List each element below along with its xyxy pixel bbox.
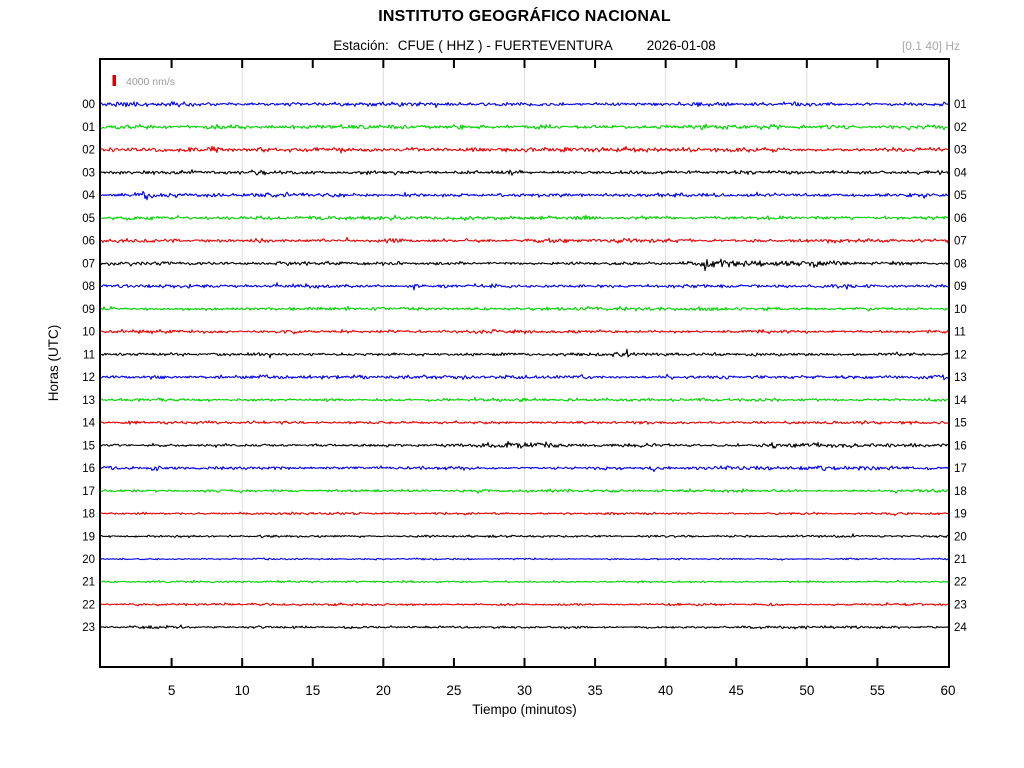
seismic-trace-11	[100, 348, 949, 359]
hour-label-right: 13	[954, 372, 967, 384]
seismic-trace-19	[100, 533, 949, 539]
seismic-trace-23	[100, 624, 949, 630]
hour-label-right: 16	[954, 440, 967, 452]
hour-label-left: 12	[82, 372, 95, 384]
hour-label-left: 21	[82, 577, 95, 589]
seismic-trace-20	[100, 557, 949, 561]
hour-label-left: 14	[82, 418, 95, 430]
seismic-trace-00	[100, 101, 949, 108]
hour-label-right: 18	[954, 486, 967, 498]
seismic-trace-07	[100, 258, 949, 272]
x-tick-label: 5	[168, 683, 176, 698]
x-tick-label: 20	[376, 683, 391, 698]
seismic-trace-15	[100, 440, 949, 449]
seismic-trace-21	[100, 579, 949, 584]
seismic-trace-02	[100, 145, 949, 154]
page-title: INSTITUTO GEOGRÁFICO NACIONAL	[378, 8, 671, 25]
x-tick-label: 45	[729, 683, 744, 698]
station-line: Estación: CFUE ( HHZ ) - FUERTEVENTURA 2…	[101, 38, 948, 53]
hour-label-right: 17	[954, 463, 967, 475]
hour-label-right: 23	[954, 599, 967, 611]
hour-label-left: 04	[82, 190, 95, 202]
record-date: 2026-01-08	[646, 38, 716, 53]
hour-label-left: 22	[82, 599, 95, 611]
seismic-trace-06	[100, 236, 949, 244]
hour-label-left: 06	[82, 236, 95, 248]
hour-label-left: 15	[82, 440, 95, 452]
hour-label-left: 13	[82, 395, 95, 407]
hour-label-left: 01	[82, 122, 95, 134]
x-tick-label: 60	[940, 683, 955, 698]
hour-label-left: 03	[82, 167, 95, 179]
hour-label-left: 20	[82, 554, 95, 566]
seismic-trace-16	[100, 465, 949, 473]
x-tick-label: 40	[658, 683, 673, 698]
scale-bar-label: 4000 nm/s	[126, 76, 175, 88]
hour-label-left: 16	[82, 463, 95, 475]
seismic-trace-08	[100, 282, 949, 291]
x-tick-label: 25	[446, 683, 461, 698]
seismic-trace-17	[100, 488, 949, 494]
hour-label-right: 20	[954, 531, 967, 543]
seismic-trace-13	[100, 396, 949, 403]
seismic-trace-10	[100, 328, 949, 335]
x-tick-label: 30	[517, 683, 532, 698]
x-axis-label: Tiempo (minutos)	[472, 702, 577, 717]
filter-band-label: [0.1 40] Hz	[901, 39, 960, 53]
hour-label-right: 08	[954, 258, 967, 270]
plot-frame	[99, 58, 950, 668]
hour-label-right: 09	[954, 281, 967, 293]
hour-label-right: 12	[954, 349, 967, 361]
hour-label-right: 01	[954, 99, 967, 111]
y-axis-label: Horas (UTC)	[46, 325, 61, 402]
x-tick-label: 50	[799, 683, 814, 698]
hour-label-right: 21	[954, 554, 967, 566]
hour-label-left: 09	[82, 304, 95, 316]
hour-label-right: 04	[954, 167, 967, 179]
hour-label-right: 24	[954, 622, 967, 634]
hour-label-left: 07	[82, 258, 95, 270]
hour-label-right: 19	[954, 509, 967, 521]
hour-label-left: 00	[82, 99, 95, 111]
hour-label-right: 05	[954, 190, 967, 202]
hour-label-left: 17	[82, 486, 95, 498]
hour-label-left: 08	[82, 281, 95, 293]
hour-label-right: 15	[954, 418, 967, 430]
x-tick-label: 35	[588, 683, 603, 698]
hour-label-right: 03	[954, 145, 967, 157]
seismic-trace-18	[100, 511, 949, 517]
hour-label-left: 18	[82, 509, 95, 521]
hour-label-right: 10	[954, 304, 967, 316]
scale-bar-icon	[112, 75, 116, 86]
station-name: CFUE ( HHZ ) - FUERTEVENTURA	[397, 38, 613, 53]
hour-label-left: 10	[82, 327, 95, 339]
seismic-trace-14	[100, 420, 949, 425]
seismic-trace-12	[100, 373, 949, 381]
hour-label-left: 19	[82, 531, 95, 543]
hour-label-left: 11	[83, 349, 95, 361]
station-label: Estación:	[333, 38, 389, 53]
seismic-trace-03	[100, 169, 949, 176]
hour-label-right: 06	[954, 213, 967, 225]
seismic-trace-05	[100, 214, 949, 222]
hour-label-right: 07	[954, 236, 967, 248]
seismic-trace-22	[100, 602, 949, 607]
hour-label-left: 23	[82, 622, 95, 634]
hour-label-left: 05	[82, 213, 95, 225]
hour-label-right: 22	[954, 577, 967, 589]
hour-label-right: 14	[954, 395, 967, 407]
seismic-trace-01	[100, 123, 949, 131]
seismic-trace-09	[100, 305, 949, 312]
hour-label-right: 02	[954, 122, 967, 134]
hour-label-left: 02	[82, 145, 95, 157]
seismic-trace-04	[100, 190, 949, 201]
hour-label-right: 11	[954, 327, 966, 339]
x-tick-label: 55	[870, 683, 885, 698]
x-tick-label: 10	[235, 683, 250, 698]
x-tick-label: 15	[305, 683, 320, 698]
